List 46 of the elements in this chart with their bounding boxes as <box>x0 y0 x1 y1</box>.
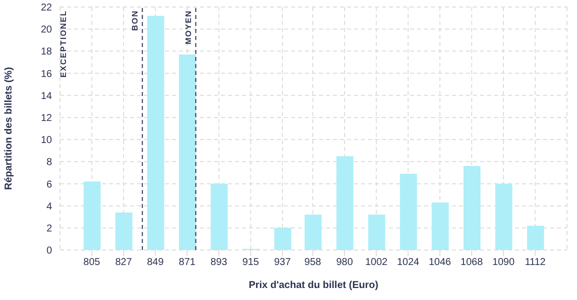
x-tick-label: 958 <box>304 257 322 268</box>
y-tick-label: 0 <box>46 246 52 257</box>
bar <box>147 16 164 250</box>
y-tick-label: 16 <box>40 68 52 80</box>
x-tick-label: 915 <box>242 257 260 268</box>
bar <box>400 174 417 250</box>
bar <box>432 202 449 250</box>
x-tick-label: 893 <box>210 257 228 268</box>
annotation: EXCEPTIONEL <box>59 10 68 78</box>
bar <box>464 166 480 250</box>
bar <box>527 226 544 250</box>
bar <box>495 184 512 250</box>
ref-line-label: BON <box>130 10 140 31</box>
x-tick-label: 980 <box>336 257 354 268</box>
x-tick-label: 1046 <box>428 257 452 268</box>
bar <box>274 228 292 250</box>
bar <box>210 184 228 250</box>
x-tick-label: 1090 <box>492 257 516 268</box>
bar <box>336 156 354 250</box>
x-tick-label: 1112 <box>524 257 546 268</box>
y-tick-label: 22 <box>40 2 52 14</box>
x-tick-label: 805 <box>83 257 101 268</box>
x-tick-label: 1068 <box>460 257 484 268</box>
y-tick-label: 20 <box>40 24 52 36</box>
x-tick-label: 1024 <box>396 257 420 268</box>
y-tick-label: 8 <box>46 157 52 168</box>
y-tick-label: 6 <box>46 179 52 190</box>
y-tick-label: 14 <box>40 90 52 102</box>
x-tick-label: 1002 <box>365 257 388 268</box>
y-tick-label: 4 <box>46 201 52 212</box>
x-tick-label: 871 <box>178 257 196 268</box>
bar <box>84 182 101 250</box>
bar <box>115 212 132 250</box>
y-tick-label: 12 <box>40 113 52 124</box>
x-tick-label: 827 <box>115 257 132 268</box>
x-tick-label: 937 <box>274 257 292 268</box>
bar <box>368 214 386 250</box>
y-tick-label: 18 <box>40 46 52 58</box>
y-tick-label: 10 <box>40 135 52 146</box>
bar <box>304 214 322 250</box>
y-axis-title: Répartition des billets (%) <box>4 67 15 190</box>
ref-line-label: MOYEN <box>184 10 193 44</box>
x-tick-label: 849 <box>146 257 164 268</box>
x-axis-title: Prix d'achat du billet (Euro) <box>248 280 378 291</box>
y-tick-label: 2 <box>46 223 52 234</box>
bar <box>178 54 196 250</box>
